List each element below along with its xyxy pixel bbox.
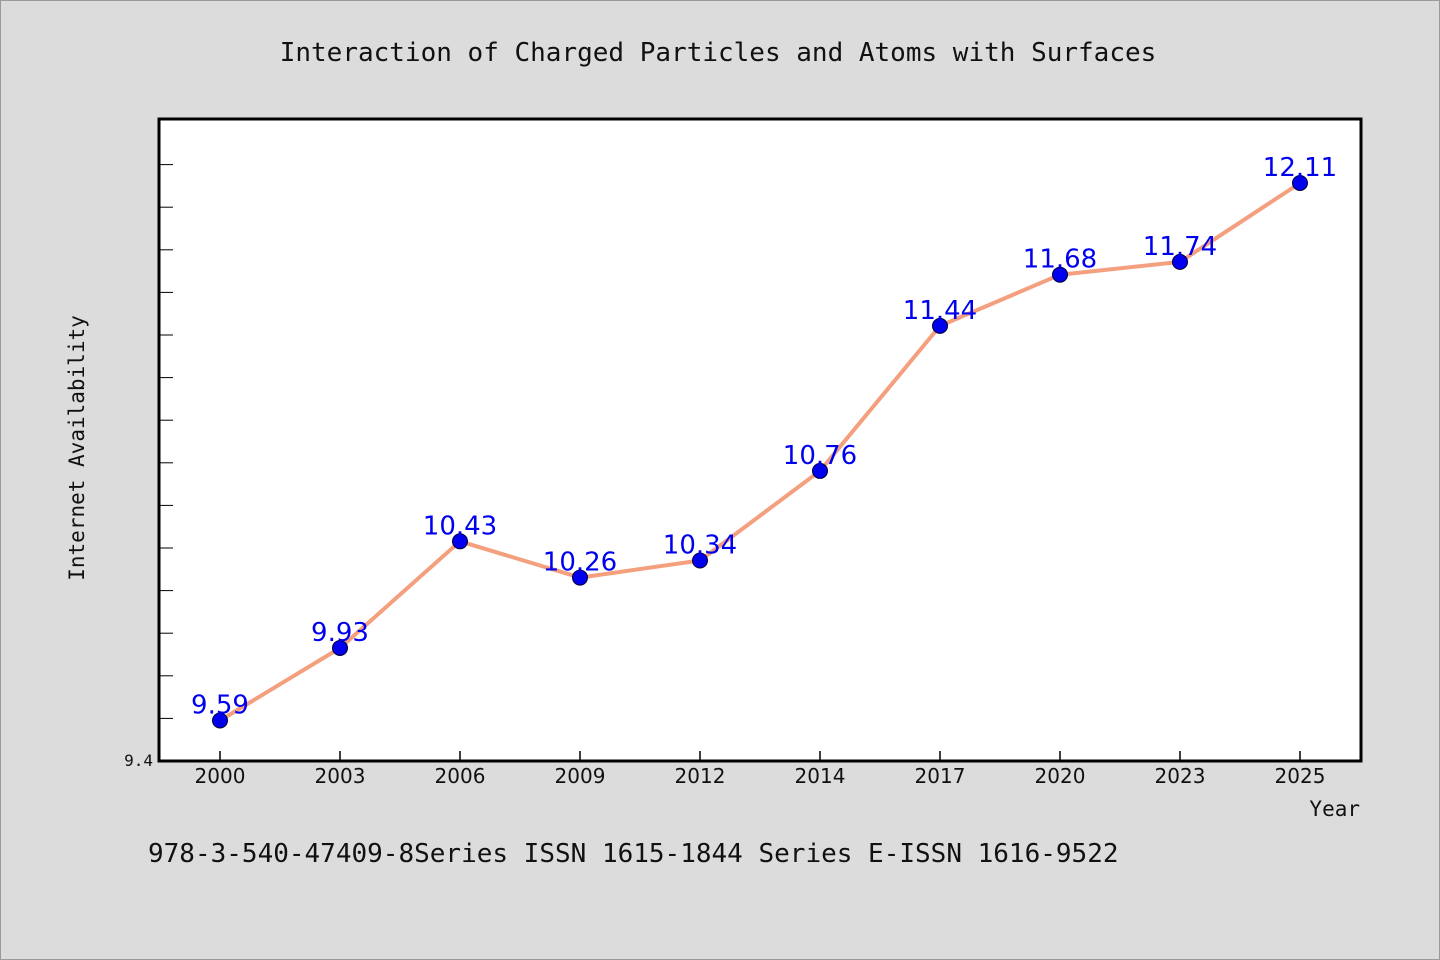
x-axis-ticks: [219, 751, 1301, 761]
data-point: [812, 462, 828, 479]
data-label: 9.93: [311, 618, 369, 648]
data-label: 10.76: [783, 441, 857, 471]
series-line: [218, 181, 1302, 723]
x-tick-label: 2014: [795, 764, 846, 788]
x-tick-label: 2012: [675, 764, 726, 788]
x-tick-label: 2009: [555, 764, 606, 788]
data-label: 10.43: [423, 511, 497, 541]
data-point: [1292, 174, 1308, 191]
data-point: [452, 533, 468, 550]
x-tick-label: 2023: [1155, 764, 1206, 788]
footer-isbn-text: 978-3-540-47409-8Series ISSN 1615-1844 S…: [148, 839, 1119, 869]
data-label: 12.11: [1263, 153, 1337, 183]
x-tick-label: 2006: [435, 764, 486, 788]
data-label: 10.26: [543, 548, 617, 578]
data-point: [212, 712, 228, 729]
data-markers: [212, 174, 1308, 729]
data-point: [1052, 266, 1068, 283]
y-axis-ticks: [159, 164, 173, 762]
data-label: 10.34: [663, 531, 737, 561]
data-point: [332, 639, 348, 656]
data-point: [932, 317, 948, 334]
plot-area: [157, 117, 1363, 763]
x-tick-label: 2003: [315, 764, 366, 788]
data-label: 11.74: [1143, 232, 1217, 262]
data-point: [1172, 253, 1188, 270]
chart-title: Interaction of Charged Particles and Ato…: [280, 38, 1157, 68]
x-tick-label: 2020: [1035, 764, 1086, 788]
data-point: [572, 569, 588, 586]
data-label: 9.59: [191, 690, 249, 720]
x-axis-label: Year: [1309, 797, 1360, 821]
x-tick-label: 2000: [195, 764, 246, 788]
y-axis-label: Internet Availability: [65, 315, 89, 581]
y-axis-min-label: 9.4: [124, 751, 153, 770]
data-labels: 9.59 9.93 10.43 10.26 10.34 10.76 11.44 11.68 11…: [191, 153, 1337, 720]
data-label: 11.68: [1023, 245, 1097, 275]
x-tick-label: 2017: [915, 764, 966, 788]
data-label: 11.44: [903, 296, 977, 326]
x-tick-label: 2025: [1275, 764, 1326, 788]
data-point: [692, 552, 708, 569]
x-axis-tick-labels: 2000 2003 2006 2009 2012 2014 2017 2020 2023 2025: [195, 764, 1326, 788]
